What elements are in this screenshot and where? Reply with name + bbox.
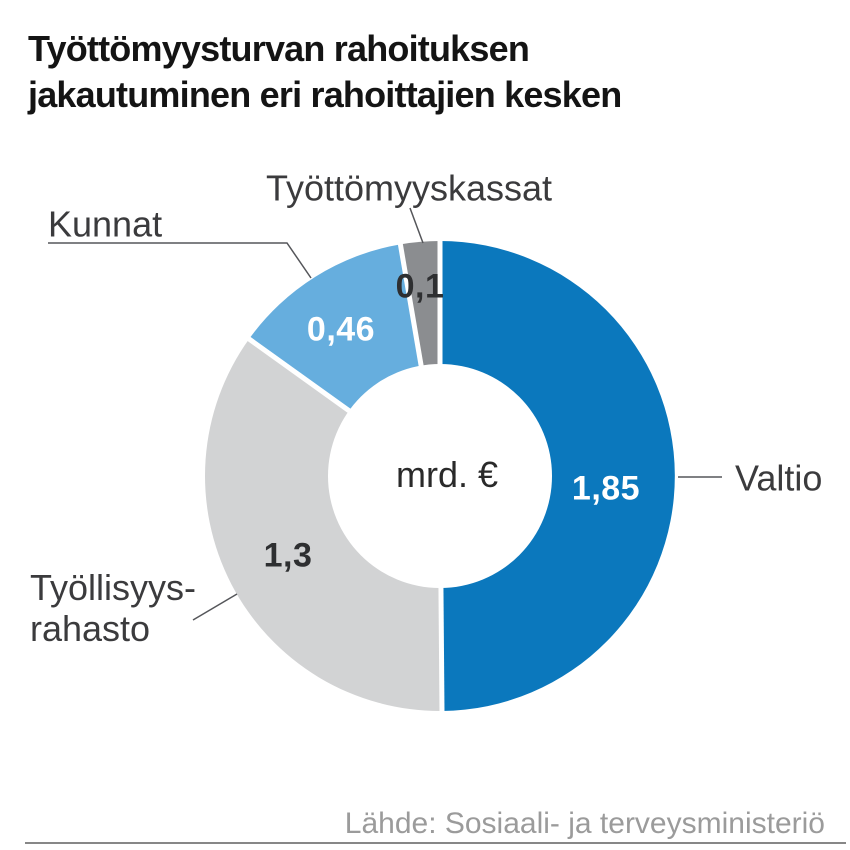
callout-label-tyollisyysrahasto-line1: Työllisyys- — [30, 567, 197, 608]
leader-lines — [48, 207, 722, 621]
donut-center-unit-label: mrd. € — [395, 454, 499, 495]
page-title-line2: jakautuminen eri rahoittajien kesken — [28, 74, 622, 115]
callout-label-tyollisyysrahasto: Työllisyys- rahasto — [30, 567, 196, 649]
donut-hole — [328, 364, 552, 588]
leader-line-kunnat — [48, 242, 312, 279]
value-label-tyollisyysrahasto: 1,3 — [263, 536, 313, 575]
leader-line-tyottomyyskassat — [409, 207, 424, 244]
callout-label-valtio: Valtio — [735, 457, 823, 499]
bottom-divider — [25, 842, 846, 844]
value-label-valtio: 1,85 — [571, 469, 641, 508]
value-label-kunnat: 0,46 — [306, 310, 376, 349]
callout-label-kunnat: Kunnat — [48, 203, 163, 245]
donut-slice-1 — [205, 339, 442, 711]
callout-label-tyollisyysrahasto-line2: rahasto — [30, 608, 151, 649]
value-label-tyottomyyskassat: 0,1 — [395, 267, 445, 306]
page-title: Työttömyysturvan rahoituksen jakautumine… — [28, 26, 622, 118]
donut-slice-0 — [440, 241, 675, 711]
source-credit: Lähde: Sosiaali- ja terveysministeriö — [344, 807, 825, 840]
leader-line-tyollisyysrahasto — [192, 593, 238, 621]
callout-label-tyottomyyskassat: Työttömyyskassat — [265, 167, 553, 209]
page-title-line1: Työttömyysturvan rahoituksen — [28, 28, 530, 69]
